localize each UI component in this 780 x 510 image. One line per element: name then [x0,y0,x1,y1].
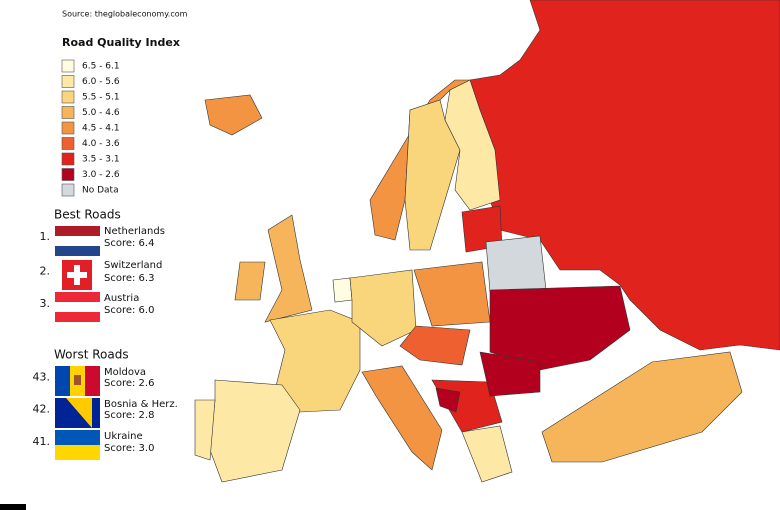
flag-bosnia [55,398,100,428]
best-title: Best Roads [54,208,121,222]
turkey [541,351,743,463]
country-name: Moldova [104,367,146,378]
country-score: Score: 3.0 [104,443,154,454]
germany [349,269,417,347]
greece [461,425,513,483]
country-score: Score: 2.8 [104,410,154,421]
legend-swatch [61,90,75,104]
legend-swatch [61,152,75,166]
legend-label: 3.5 - 3.1 [82,155,120,165]
country-score: Score: 6.4 [104,238,154,249]
legend-label: No Data [82,186,119,196]
belarus [485,235,547,293]
country-name: Ukraine [104,431,143,442]
rank: 3. [40,297,51,310]
france [269,309,361,413]
legend: 6.5 - 6.1 6.0 - 5.6 5.5 - 5.1 5.0 - 4.6 4.5 … [61,59,120,197]
rank: 2. [40,265,51,278]
flag-moldova [55,366,100,396]
bosnia [435,387,461,413]
netherlands [332,277,353,303]
russia [469,0,780,351]
ireland [234,261,266,301]
corner-mark [0,504,26,510]
legend-label: 6.0 - 5.6 [82,77,120,87]
flag-ukraine [55,430,100,460]
sweden [404,99,461,251]
italy [361,365,443,471]
country-name: Austria [104,293,139,304]
spain [209,379,301,483]
worst-title: Worst Roads [54,348,129,362]
legend-label: 5.0 - 4.6 [82,108,120,118]
poland [413,261,491,327]
flag-switzerland [62,260,92,290]
legend-swatch [61,106,75,119]
finland [444,79,501,211]
rank: 1. [40,230,51,243]
country-name: Switzerland [104,260,162,271]
legend-swatch [61,59,75,73]
legend-label: 4.5 - 4.1 [82,124,120,134]
legend-label: 6.5 - 6.1 [82,62,120,72]
legend-label: 3.0 - 2.6 [82,170,120,180]
country-score: Score: 6.3 [104,273,154,284]
europe-map [194,0,780,483]
rank: 43. [33,371,51,384]
legend-swatch [61,168,75,181]
country-name: Netherlands [104,226,165,237]
flag-netherlands [55,226,100,256]
uk [264,214,313,323]
iceland [204,94,263,136]
country-name: Bosnia & Herz. [104,399,178,410]
portugal [194,399,216,461]
rank: 41. [33,435,51,448]
ukraine [489,285,631,371]
legend-label: 4.0 - 3.6 [82,139,120,149]
legend-label: 5.5 - 5.1 [82,93,120,103]
legend-swatch [61,75,75,88]
flag-austria [55,292,100,322]
romania [479,351,541,397]
legend-title: Road Quality Index [62,36,180,49]
rank: 42. [33,403,51,416]
central-europe [399,325,471,366]
legend-swatch [61,137,75,150]
source: Source: theglobaleconomy.com [62,10,188,19]
country-score: Score: 2.6 [104,378,154,389]
legend-swatch [61,183,75,197]
legend-swatch [61,121,75,135]
country-score: Score: 6.0 [104,305,154,316]
